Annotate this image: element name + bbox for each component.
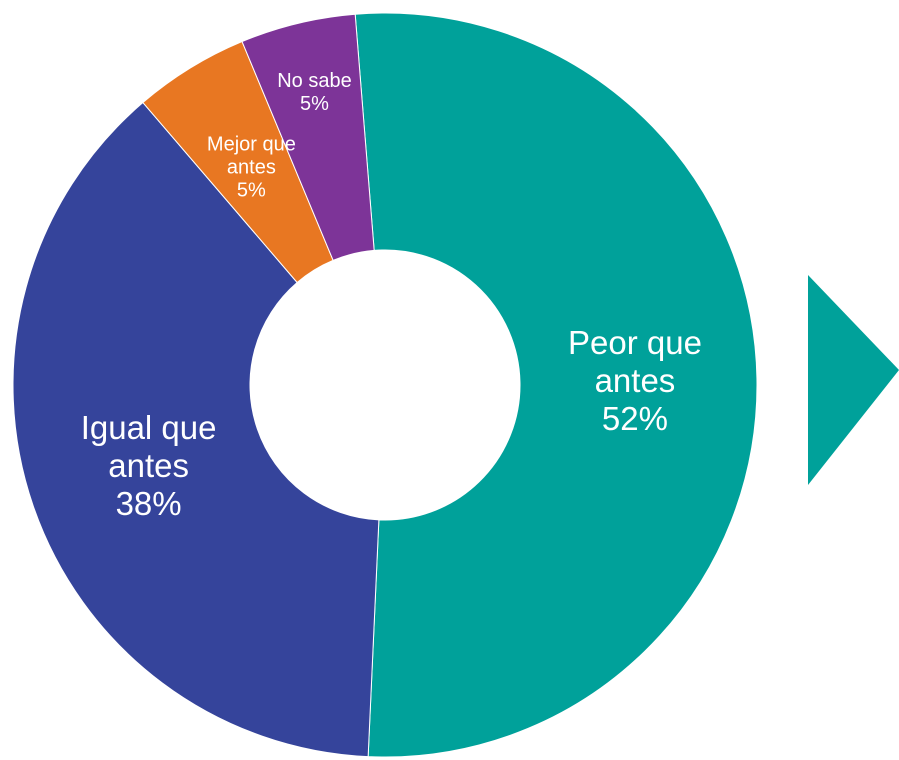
category-label: Igual que antes — [80, 409, 217, 485]
value-label: 38% — [115, 485, 182, 523]
data-label: Mejor que antes 5% — [192, 133, 310, 202]
value-label: 52% — [601, 399, 668, 437]
value-label: 5% — [236, 179, 266, 202]
data-label: Peor que antes 52% — [535, 324, 735, 438]
category-label: Mejor que antes — [206, 133, 296, 179]
value-label: 5% — [300, 93, 329, 116]
data-label: No sabe 5% — [255, 70, 373, 116]
slice — [354, 12, 758, 758]
slice — [241, 13, 375, 262]
slice — [12, 101, 380, 758]
category-label: Peor que antes — [567, 323, 702, 399]
data-label: Igual que antes 38% — [49, 409, 249, 523]
category-label: No sabe — [277, 70, 352, 93]
arrow — [808, 275, 899, 485]
